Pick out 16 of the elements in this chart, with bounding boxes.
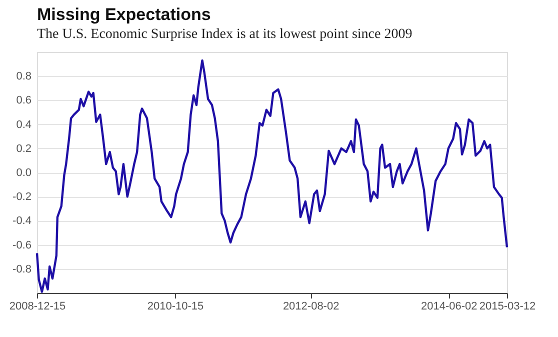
y-tick-label: 0.6: [16, 94, 32, 107]
x-tick-label: 2014-06-02: [420, 300, 478, 312]
x-tick-label: 2010-10-15: [147, 300, 204, 312]
y-tick-label: 0.4: [16, 118, 32, 131]
y-tick-label: -0.2: [12, 191, 32, 204]
y-tick-label: 0.2: [16, 142, 32, 155]
chart-title: Missing Expectations: [37, 5, 211, 24]
x-tick-label: 2008-12-15: [9, 300, 66, 312]
y-tick-label: -0.6: [12, 239, 32, 252]
x-tick-label: 2012-08-02: [282, 300, 340, 312]
y-tick-label: -0.4: [12, 215, 32, 228]
chart-subtitle: The U.S. Economic Surprise Index is at its lowest point since 2009: [37, 27, 412, 42]
y-tick-label: 0.0: [16, 167, 32, 179]
y-tick-label: -0.8: [12, 263, 32, 276]
x-tick-label: 2015-03-12: [479, 300, 536, 312]
y-tick-label: 0.8: [16, 70, 32, 83]
